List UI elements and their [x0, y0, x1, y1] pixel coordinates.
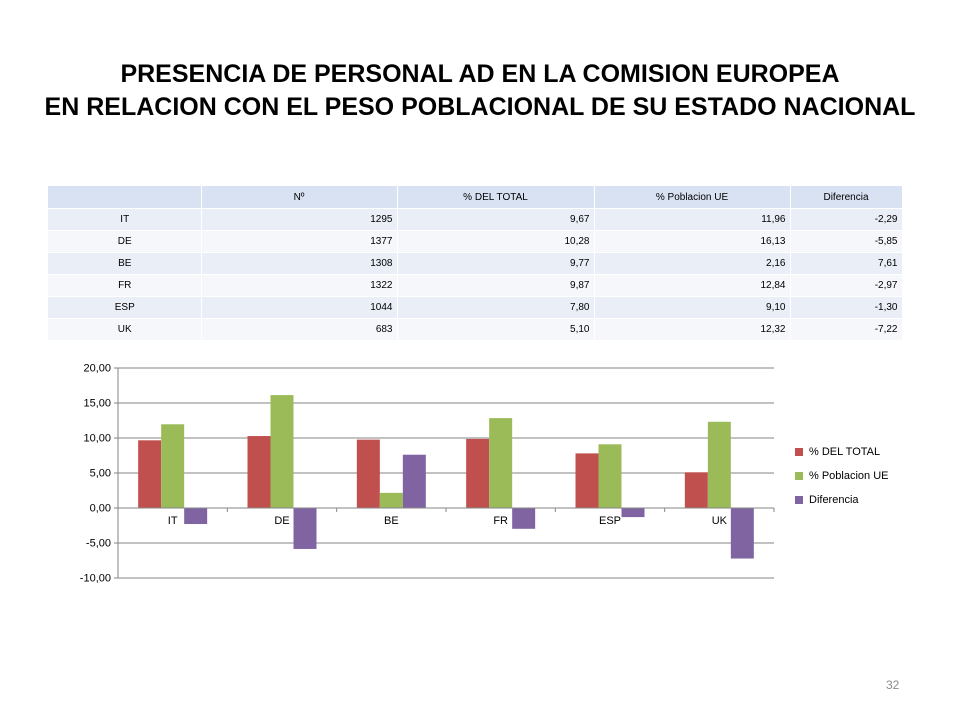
bar	[730, 508, 754, 559]
table-cell: 7,61	[790, 252, 903, 275]
data-table: Nº % DEL TOTAL % Poblacion UE Diferencia…	[48, 186, 903, 341]
x-tick-label: FR	[493, 515, 508, 527]
table-cell: 9,87	[397, 274, 595, 297]
table-cell: -1,30	[790, 296, 903, 319]
bar	[621, 508, 645, 518]
bar	[356, 439, 380, 508]
bar	[598, 444, 622, 508]
table-header: % DEL TOTAL	[397, 186, 595, 209]
bar	[684, 472, 708, 508]
table-row: ESP 1044 7,80 9,10 -1,30	[48, 296, 903, 319]
bar	[402, 454, 426, 508]
x-tick-label: ESP	[599, 515, 621, 527]
legend-label: % Poblacion UE	[809, 470, 889, 482]
y-tick-label: 15,00	[83, 398, 111, 410]
table-cell: -2,97	[790, 274, 903, 297]
table-header: % Poblacion UE	[594, 186, 791, 209]
table-cell: 9,77	[397, 252, 595, 275]
table-header: Diferencia	[790, 186, 903, 209]
table-row: UK 683 5,10 12,32 -7,22	[48, 318, 903, 341]
table-row: BE 1308 9,77 2,16 7,61	[48, 252, 903, 275]
x-tick-label: BE	[384, 515, 399, 527]
table-cell: IT	[48, 208, 202, 231]
y-tick-label: -10,00	[80, 573, 111, 585]
legend-item: % Poblacion UE	[795, 464, 889, 488]
table-cell: FR	[48, 274, 202, 297]
bar-chart: -10,00 -5,00 0,00 5,00 10,00 15,00 20,00 IT DE BE…	[58, 354, 789, 590]
table-cell: 12,32	[594, 318, 791, 341]
table-cell: 2,16	[594, 252, 791, 275]
y-tick-label: 20,00	[83, 363, 111, 375]
bar	[707, 421, 731, 508]
table-cell: BE	[48, 252, 202, 275]
y-tick-label: 0,00	[90, 503, 111, 515]
table-cell: DE	[48, 230, 202, 253]
table-cell: 5,10	[397, 318, 595, 341]
legend-item: Diferencia	[795, 488, 889, 512]
bar	[293, 508, 317, 549]
y-tick-label: 5,00	[90, 468, 111, 480]
x-tick-label: IT	[168, 515, 178, 527]
bar	[138, 440, 162, 508]
table-cell: -5,85	[790, 230, 903, 253]
table-cell: 10,28	[397, 230, 595, 253]
table-cell: 11,96	[594, 208, 791, 231]
bar	[161, 424, 185, 508]
table-cell: 9,10	[594, 296, 791, 319]
chart-legend: % DEL TOTAL % Poblacion UE Diferencia	[795, 440, 889, 512]
table-cell: 16,13	[594, 230, 791, 253]
table-cell: 12,84	[594, 274, 791, 297]
bar	[575, 453, 599, 508]
table-header	[48, 186, 202, 209]
table-cell: 683	[201, 318, 398, 341]
y-tick-label: 10,00	[83, 433, 111, 445]
bar	[379, 492, 403, 508]
title-line-2: EN RELACION CON EL PESO POBLACIONAL DE S…	[44, 93, 916, 121]
table-cell: 1308	[201, 252, 398, 275]
legend-label: Diferencia	[809, 494, 859, 506]
legend-swatch	[795, 496, 803, 504]
table-row: FR 1322 9,87 12,84 -2,97	[48, 274, 903, 297]
x-tick-label: UK	[712, 515, 728, 527]
bar-chart-svg: -10,00 -5,00 0,00 5,00 10,00 15,00 20,00 IT DE BE…	[80, 363, 775, 585]
title-line-1: PRESENCIA DE PERSONAL AD EN LA COMISION …	[120, 60, 840, 88]
bar	[184, 508, 208, 525]
legend-item: % DEL TOTAL	[795, 440, 889, 464]
table-cell: ESP	[48, 296, 202, 319]
table-cell: 7,80	[397, 296, 595, 319]
table-cell: -2,29	[790, 208, 903, 231]
table-cell: 1044	[201, 296, 398, 319]
table-cell: 1295	[201, 208, 398, 231]
bar	[512, 508, 536, 529]
table-row: DE 1377 10,28 16,13 -5,85	[48, 230, 903, 253]
legend-label: % DEL TOTAL	[809, 446, 881, 458]
table-header: Nº	[201, 186, 398, 209]
x-tick-label: DE	[274, 515, 289, 527]
page-number: 32	[886, 678, 900, 692]
legend-swatch	[795, 472, 803, 480]
table-cell: UK	[48, 318, 202, 341]
table-cell: 9,67	[397, 208, 595, 231]
bar	[247, 436, 271, 508]
bar	[489, 418, 513, 508]
bar	[466, 438, 490, 508]
y-tick-label: -5,00	[86, 538, 111, 550]
table-header-row: Nº % DEL TOTAL % Poblacion UE Diferencia	[48, 186, 903, 209]
bar	[270, 395, 294, 508]
table-cell: 1322	[201, 274, 398, 297]
table-row: IT 1295 9,67 11,96 -2,29	[48, 208, 903, 231]
legend-swatch	[795, 448, 803, 456]
slide-title: PRESENCIA DE PERSONAL AD EN LA COMISION …	[0, 58, 960, 124]
table-cell: 1377	[201, 230, 398, 253]
table-cell: -7,22	[790, 318, 903, 341]
